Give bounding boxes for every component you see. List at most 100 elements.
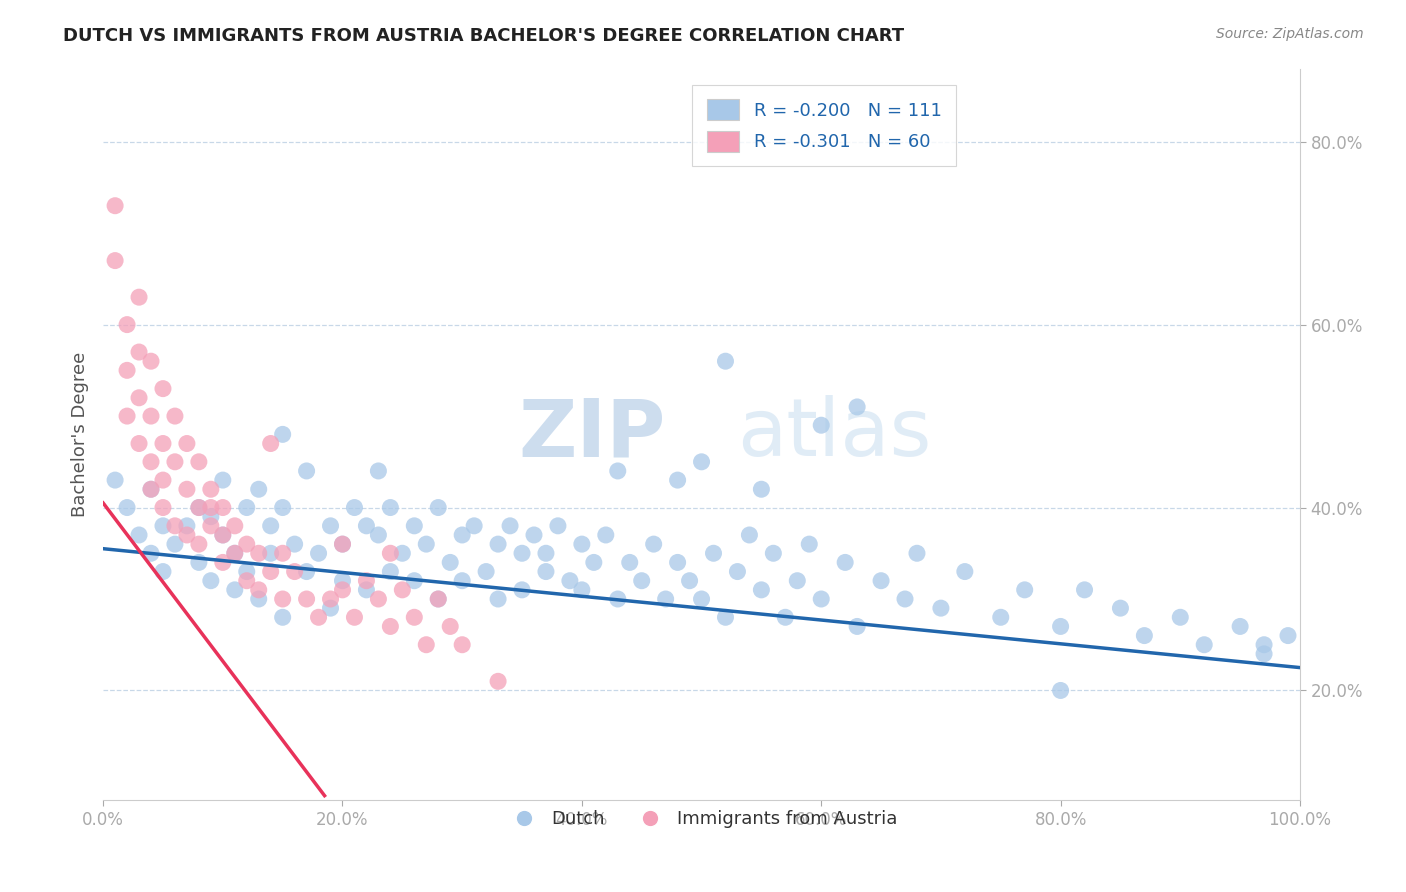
Point (727, 565, 749, 579)
Point (510, 582, 533, 597)
Point (929, 601, 952, 615)
Point (152, 436, 174, 450)
Point (235, 565, 257, 579)
Point (176, 518, 198, 533)
Point (128, 528, 150, 542)
Point (332, 537, 354, 551)
Point (152, 565, 174, 579)
Point (486, 592, 509, 607)
Point (163, 409, 186, 423)
Point (953, 565, 976, 579)
Point (115, 363, 138, 377)
Point (356, 518, 378, 533)
Text: Source: ZipAtlas.com: Source: ZipAtlas.com (1216, 27, 1364, 41)
Point (1253, 638, 1275, 652)
Point (356, 574, 378, 588)
Point (1049, 683, 1071, 698)
Point (200, 518, 222, 533)
Point (332, 537, 354, 551)
Point (415, 537, 437, 551)
Point (404, 610, 426, 624)
Point (1168, 610, 1191, 624)
Point (380, 565, 402, 579)
Point (139, 455, 162, 469)
Point (176, 482, 198, 496)
Point (128, 391, 150, 405)
Point (404, 574, 426, 588)
Point (367, 592, 389, 607)
Point (115, 409, 138, 423)
Point (510, 546, 533, 560)
Point (619, 556, 641, 570)
Point (799, 537, 821, 551)
Text: ZIP: ZIP (519, 395, 665, 474)
Point (499, 518, 522, 533)
Point (343, 610, 366, 624)
Point (810, 592, 832, 607)
Point (846, 400, 869, 414)
Point (211, 500, 233, 515)
Point (775, 610, 797, 624)
Point (163, 537, 186, 551)
Point (534, 546, 557, 560)
Point (224, 518, 246, 533)
Point (187, 455, 209, 469)
Point (295, 565, 318, 579)
Point (486, 537, 509, 551)
Point (439, 619, 461, 633)
Point (247, 582, 270, 597)
Point (475, 565, 498, 579)
Point (260, 518, 283, 533)
Point (427, 592, 450, 607)
Point (139, 482, 162, 496)
Point (666, 556, 689, 570)
Point (714, 610, 737, 624)
Point (702, 546, 724, 560)
Point (200, 500, 222, 515)
Point (404, 518, 426, 533)
Point (295, 592, 318, 607)
Point (380, 619, 402, 633)
Point (690, 455, 713, 469)
Point (260, 565, 283, 579)
Point (332, 582, 354, 597)
Point (595, 528, 617, 542)
Point (235, 537, 257, 551)
Point (582, 556, 605, 570)
Point (187, 500, 209, 515)
Point (235, 500, 257, 515)
Point (415, 638, 437, 652)
Point (176, 528, 198, 542)
Point (1014, 582, 1036, 597)
Point (1073, 582, 1095, 597)
Point (391, 546, 413, 560)
Point (630, 574, 652, 588)
Point (846, 619, 869, 633)
Point (271, 610, 294, 624)
Point (260, 436, 283, 450)
Point (534, 565, 557, 579)
Legend: Dutch, Immigrants from Austria: Dutch, Immigrants from Austria (499, 803, 904, 835)
Point (284, 537, 307, 551)
Point (104, 199, 127, 213)
Point (714, 354, 737, 368)
Point (870, 574, 893, 588)
Point (211, 528, 233, 542)
Y-axis label: Bachelor's Degree: Bachelor's Degree (72, 351, 89, 517)
Point (1192, 638, 1215, 652)
Point (271, 427, 294, 442)
Point (139, 354, 162, 368)
Point (128, 290, 150, 304)
Point (367, 528, 389, 542)
Point (451, 574, 474, 588)
Point (260, 546, 283, 560)
Point (152, 500, 174, 515)
Point (367, 464, 389, 478)
Point (152, 473, 174, 487)
Text: atlas: atlas (738, 395, 932, 474)
Point (271, 500, 294, 515)
Point (606, 464, 628, 478)
Point (558, 574, 581, 588)
Point (834, 556, 856, 570)
Point (1277, 629, 1299, 643)
